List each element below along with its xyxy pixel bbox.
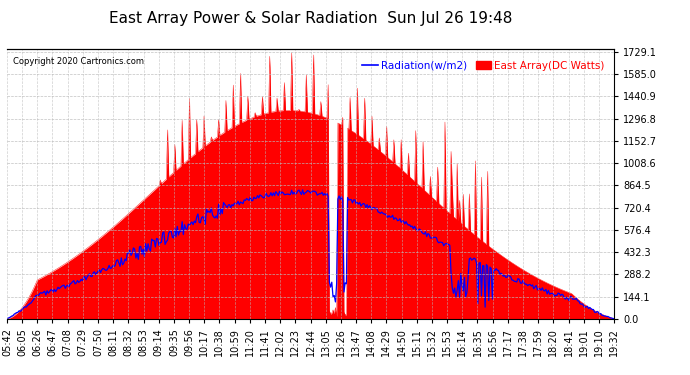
Legend: Radiation(w/m2), East Array(DC Watts): Radiation(w/m2), East Array(DC Watts): [358, 57, 609, 75]
Text: Copyright 2020 Cartronics.com: Copyright 2020 Cartronics.com: [13, 57, 144, 66]
Text: East Array Power & Solar Radiation  Sun Jul 26 19:48: East Array Power & Solar Radiation Sun J…: [109, 11, 512, 26]
